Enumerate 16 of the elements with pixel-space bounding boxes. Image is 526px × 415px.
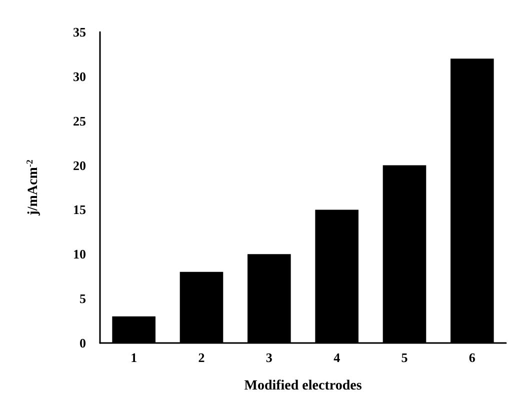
y-tick-label: 30 (73, 68, 86, 84)
y-tick-label: 35 (73, 24, 86, 40)
y-tick-label: 10 (73, 246, 86, 262)
y-tick-label: 15 (73, 202, 86, 218)
x-tick-label: 3 (266, 350, 273, 365)
y-tick-label: 0 (80, 336, 86, 350)
y-tick-label: 20 (73, 158, 86, 173)
y-tick-label: 5 (80, 291, 86, 306)
x-tick-label: 1 (130, 350, 138, 365)
y-axis-title: j/mAcm-2 (24, 159, 41, 216)
y-tick-label: 25 (73, 113, 86, 128)
x-tick-label: 6 (468, 350, 476, 365)
x-axis-title: Modified electrodes (244, 378, 362, 394)
x-tick-label: 5 (401, 350, 408, 365)
x-tick-label: 2 (198, 350, 205, 365)
x-tick-label: 4 (334, 350, 341, 365)
